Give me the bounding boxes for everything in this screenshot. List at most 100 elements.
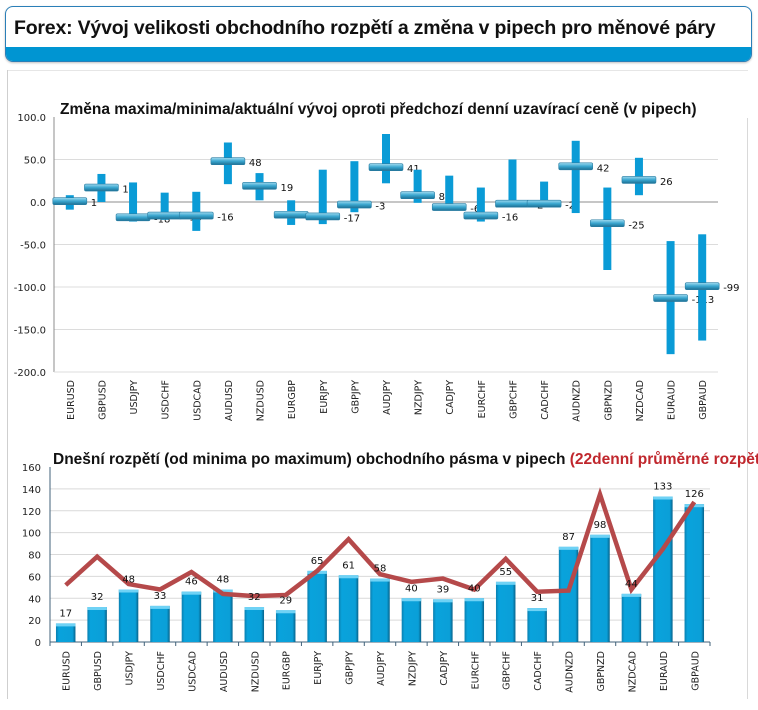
category-label: NZDUSD xyxy=(250,651,261,692)
range-bar xyxy=(382,134,390,183)
category-label: EURAUD xyxy=(667,380,678,420)
category-label: CADCHF xyxy=(533,651,544,691)
current-marker xyxy=(401,192,435,199)
hlc-mark-cadchf: -2 xyxy=(527,182,575,212)
category-label: GBPNZD xyxy=(603,380,614,421)
category-label: CADCHF xyxy=(540,380,551,420)
category-label: GBPCHF xyxy=(508,380,519,419)
bar-top-highlight xyxy=(527,608,546,611)
bar-data-label: 29 xyxy=(279,595,292,606)
category-label: USDCAD xyxy=(192,380,203,421)
hlc-mark-gbpnzd: -25 xyxy=(590,188,644,270)
bar-cadchf xyxy=(527,608,546,642)
header-accent-bar xyxy=(6,47,751,61)
category-label: USDCHF xyxy=(156,651,167,691)
bar-nzdusd xyxy=(245,607,264,642)
bar-gbpusd xyxy=(87,607,106,642)
data-label: -17 xyxy=(344,213,360,224)
bar-eurgbp xyxy=(276,610,295,642)
bar-eurjpy xyxy=(307,571,326,642)
y-tick-label: -50.0 xyxy=(20,241,46,252)
bar-data-label: 48 xyxy=(216,575,229,586)
category-label: EURGBP xyxy=(287,380,298,419)
bar-gbpaud xyxy=(685,504,704,642)
y-tick-label: 20 xyxy=(28,616,41,627)
bar-top-highlight xyxy=(590,535,609,538)
category-label: EURGBP xyxy=(282,651,293,690)
current-marker xyxy=(590,220,624,227)
current-marker xyxy=(464,212,498,219)
data-label: 26 xyxy=(660,177,673,188)
current-marker xyxy=(84,184,118,191)
bar-top-highlight xyxy=(370,579,389,582)
category-label: NZDJPY xyxy=(407,651,418,686)
category-label: EURCHF xyxy=(470,651,481,689)
bar-data-label: 40 xyxy=(405,583,418,594)
range-bar xyxy=(192,192,200,231)
y-tick-label: 100 xyxy=(22,529,41,540)
current-marker xyxy=(211,158,245,165)
bar-data-label: 61 xyxy=(342,560,355,571)
hlc-mark-usdcad: -16 xyxy=(179,192,233,231)
bar-audusd xyxy=(213,590,232,643)
range-bar xyxy=(603,188,611,270)
current-marker xyxy=(559,163,593,170)
y-tick-label: 50.0 xyxy=(24,156,46,167)
category-label: USDJPY xyxy=(129,380,140,415)
category-label: AUDJPY xyxy=(376,651,387,686)
bar-data-label: 31 xyxy=(531,593,544,604)
bar-top-highlight xyxy=(182,592,201,595)
range-chart: Dnešní rozpětí (od minima po maximum) ob… xyxy=(0,440,758,710)
category-label: NZDUSD xyxy=(256,380,267,421)
category-label: EURCHF xyxy=(477,380,488,418)
data-label: -99 xyxy=(723,283,739,294)
range-bar xyxy=(445,176,453,208)
y-tick-label: 60 xyxy=(28,572,41,583)
category-label: GBPCHF xyxy=(502,651,513,690)
y-tick-label: 40 xyxy=(28,594,41,605)
data-label: 1 xyxy=(91,198,97,209)
y-tick-label: -200.0 xyxy=(14,368,46,379)
current-marker xyxy=(495,200,529,207)
bar-top-highlight xyxy=(433,599,452,602)
page-header: Forex: Vývoj velikosti obchodního rozpět… xyxy=(5,6,752,62)
hlc-mark-nzdcad: 26 xyxy=(622,158,673,195)
range-chart-title-highlight: (22denní průměrné rozpětí) xyxy=(570,451,758,468)
category-label: GBPJPY xyxy=(345,651,356,685)
current-marker xyxy=(306,213,340,220)
data-label: 8 xyxy=(439,192,445,203)
data-label: 19 xyxy=(281,183,294,194)
bar-audjpy xyxy=(370,579,389,642)
bar-top-highlight xyxy=(496,582,515,585)
bar-gbpchf xyxy=(496,582,515,642)
category-label: EURUSD xyxy=(62,651,73,691)
category-label: AUDNZD xyxy=(565,651,576,693)
current-marker xyxy=(654,295,688,302)
current-marker xyxy=(527,200,561,207)
bar-data-label: 65 xyxy=(311,556,324,567)
bar-top-highlight xyxy=(653,497,672,500)
data-label: -16 xyxy=(217,213,233,224)
bar-data-label: 32 xyxy=(248,592,261,603)
y-tick-label: -100.0 xyxy=(14,283,46,294)
category-label: CADJPY xyxy=(439,651,450,686)
category-label: EURJPY xyxy=(313,651,324,685)
current-marker xyxy=(148,212,182,219)
category-label: GBPUSD xyxy=(93,651,104,691)
y-tick-label: -150.0 xyxy=(14,326,46,337)
current-marker xyxy=(685,283,719,290)
category-label: AUDJPY xyxy=(382,380,393,415)
bar-top-highlight xyxy=(119,590,138,593)
bar-top-highlight xyxy=(402,598,421,601)
panel-border-top xyxy=(7,70,748,71)
bar-audnzd xyxy=(559,547,578,642)
bar-data-label: 98 xyxy=(594,520,607,531)
range-bar xyxy=(508,160,516,203)
bar-eurchf xyxy=(465,598,484,642)
current-marker xyxy=(274,211,308,218)
y-tick-label: 0.0 xyxy=(30,198,46,209)
y-tick-label: 120 xyxy=(22,507,41,518)
category-label: GBPJPY xyxy=(350,380,361,414)
data-label: -3 xyxy=(375,202,385,213)
range-chart-title: Dnešní rozpětí (od minima po maximum) ob… xyxy=(53,451,758,468)
